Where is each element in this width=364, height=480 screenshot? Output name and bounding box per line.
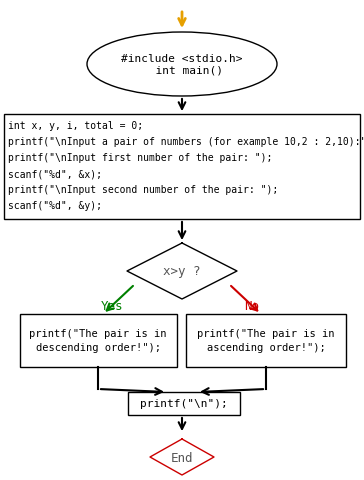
Polygon shape	[127, 243, 237, 300]
Text: #include <stdio.h>
  int main(): #include <stdio.h> int main()	[121, 54, 243, 76]
Text: printf("\nInput first number of the pair: ");: printf("\nInput first number of the pair…	[8, 153, 272, 163]
Polygon shape	[150, 439, 214, 475]
Ellipse shape	[87, 33, 277, 97]
Text: x>y ?: x>y ?	[163, 265, 201, 278]
Bar	[128, 392, 240, 415]
Bar	[4, 115, 360, 219]
Bar	[20, 314, 177, 367]
Text: printf("\nInput second number of the pair: ");: printf("\nInput second number of the pai…	[8, 185, 278, 194]
Text: printf("The pair is in
descending order!");: printf("The pair is in descending order!…	[29, 328, 167, 352]
Text: End: End	[171, 451, 193, 464]
Text: No: No	[245, 300, 260, 313]
Text: Yes: Yes	[101, 300, 123, 313]
Text: scanf("%d", &y);: scanf("%d", &y);	[8, 201, 102, 211]
Text: printf("\n");: printf("\n");	[140, 398, 228, 408]
Bar	[186, 314, 346, 367]
Text: printf("The pair is in
ascending order!");: printf("The pair is in ascending order!"…	[197, 328, 335, 352]
Text: scanf("%d", &x);: scanf("%d", &x);	[8, 168, 102, 179]
Text: int x, y, i, total = 0;: int x, y, i, total = 0;	[8, 121, 143, 131]
Text: printf("\nInput a pair of numbers (for example 10,2 : 2,10):");: printf("\nInput a pair of numbers (for e…	[8, 137, 364, 147]
